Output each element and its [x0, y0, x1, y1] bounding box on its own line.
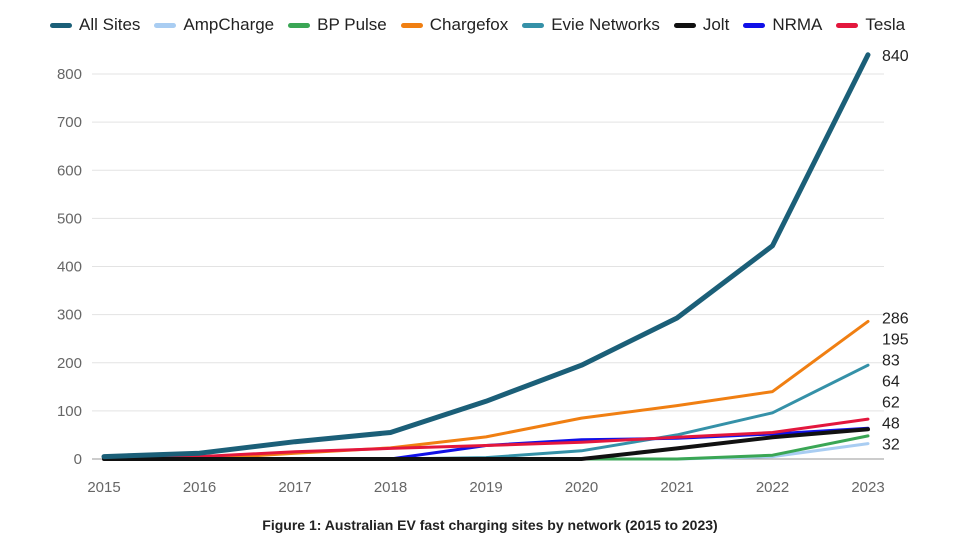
x-tick-label: 2020: [565, 479, 598, 496]
y-tick-label: 400: [57, 259, 82, 276]
y-tick-label: 600: [57, 162, 82, 179]
end-label-ampcharge: 32: [882, 437, 900, 454]
y-tick-label: 300: [57, 307, 82, 324]
end-label-nrma: 64: [882, 374, 900, 391]
legend-swatch: [50, 22, 72, 28]
legend-label: AmpCharge: [183, 15, 275, 34]
y-tick-label: 500: [57, 210, 82, 227]
series-line-jolt: [102, 427, 870, 461]
legend: All Sites AmpCharge BP Pulse Chargefox Evie …: [50, 12, 930, 38]
x-tick-label: 2016: [183, 479, 216, 496]
x-tick-label: 2015: [87, 479, 120, 496]
legend-item-jolt: Jolt: [673, 15, 730, 35]
y-tick-label: 800: [57, 66, 82, 83]
x-tick-label: 2023: [851, 479, 884, 496]
legend-swatch: [743, 22, 766, 28]
legend-label: BP Pulse: [317, 15, 387, 34]
legend-label: Evie Networks: [551, 15, 660, 34]
legend-item-chargefox: Chargefox: [400, 15, 509, 35]
legend-swatch: [154, 22, 177, 28]
legend-label: Tesla: [865, 15, 906, 34]
legend-item-all-sites: All Sites: [50, 15, 140, 35]
x-tick-label: 2018: [374, 479, 407, 496]
legend-label: NRMA: [772, 15, 823, 34]
x-tick-label: 2019: [469, 479, 502, 496]
legend-swatch: [400, 22, 423, 28]
end-label-all-sites: 840: [882, 48, 909, 65]
end-label-jolt: 62: [882, 395, 900, 412]
y-tick-label: 100: [57, 403, 82, 420]
end-label-tesla: 83: [882, 353, 900, 370]
y-tick-label: 200: [57, 355, 82, 372]
legend-item-evie-networks: Evie Networks: [522, 15, 660, 35]
x-tick-label: 2017: [278, 479, 311, 496]
legend-item-nrma: NRMA: [743, 15, 822, 35]
x-tick-label: 2022: [756, 479, 789, 496]
end-label-bp-pulse: 48: [882, 416, 900, 433]
legend-swatch: [288, 22, 311, 28]
legend-swatch: [836, 22, 859, 28]
legend-item-bp-pulse: BP Pulse: [288, 15, 387, 35]
legend-label: Chargefox: [429, 15, 509, 34]
legend-label: All Sites: [79, 15, 141, 34]
legend-swatch: [522, 22, 545, 28]
y-tick-label: 0: [74, 451, 82, 468]
series-line-all-sites: [101, 52, 871, 460]
y-tick-label: 700: [57, 114, 82, 131]
end-label-evie-networks: 195: [882, 332, 909, 349]
figure-caption: Figure 1: Australian EV fast charging si…: [262, 517, 718, 533]
series-line-tesla: [102, 417, 870, 460]
legend-label: Jolt: [702, 15, 730, 34]
x-tick-label: 2021: [660, 479, 693, 496]
legend-swatch: [673, 22, 696, 28]
end-label-chargefox: 286: [882, 311, 909, 328]
legend-item-ampcharge: AmpCharge: [154, 15, 274, 35]
legend-item-tesla: Tesla: [836, 15, 905, 35]
